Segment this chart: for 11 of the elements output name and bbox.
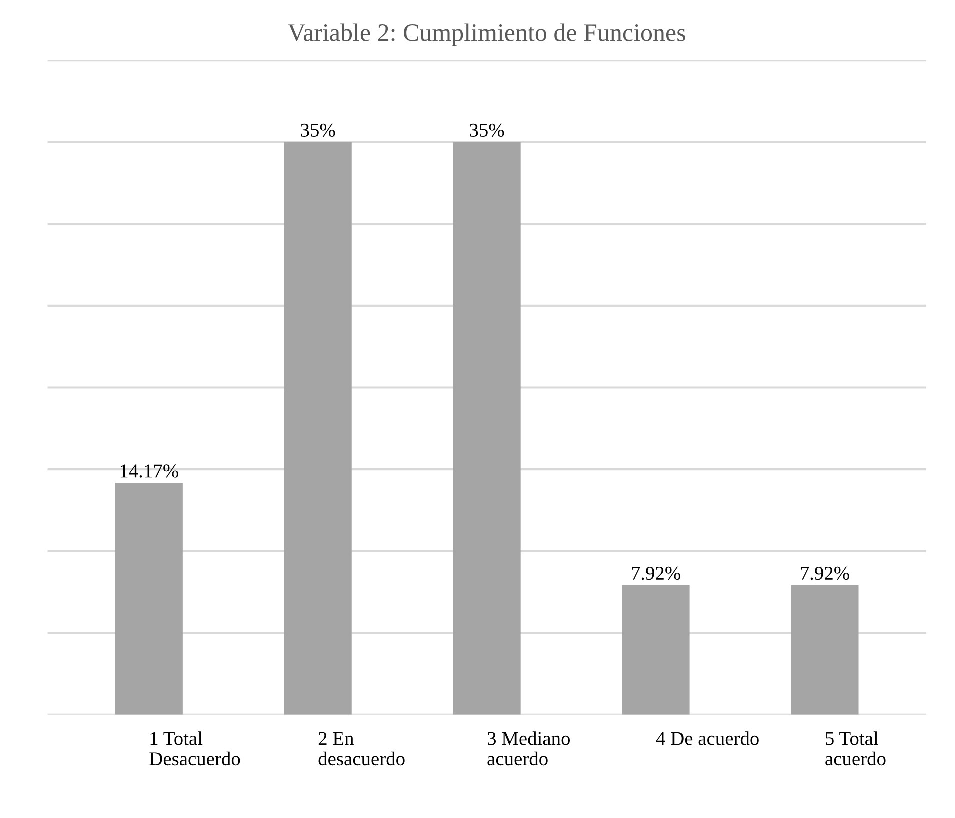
x-tick-label: 1 Total Desacuerdo xyxy=(150,732,240,766)
data-label: 7.92% xyxy=(632,566,680,580)
data-label: 35% xyxy=(301,124,336,138)
x-tick-label: 2 En desacuerdo xyxy=(318,732,405,766)
data-label: 7.92% xyxy=(801,566,850,580)
x-tick-label: 5 Total acuerdo xyxy=(826,732,886,766)
data-label: 35% xyxy=(470,124,504,138)
x-tick-label: 3 Mediano acuerdo xyxy=(488,732,570,766)
data-label: 14.17% xyxy=(120,464,178,478)
chart-title: Variable 2: Cumplimiento de Funciones xyxy=(288,24,686,46)
x-tick-label: 4 De acuerdo xyxy=(656,732,759,746)
